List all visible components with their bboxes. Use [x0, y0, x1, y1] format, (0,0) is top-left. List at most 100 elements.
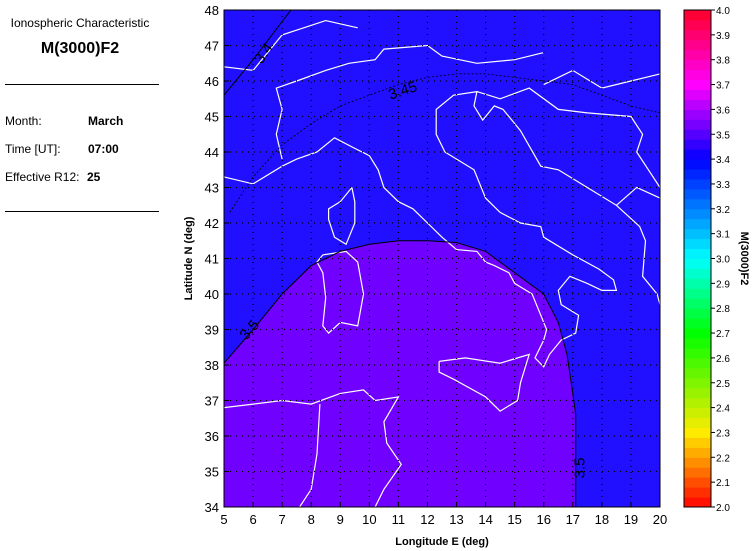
colorbar-tick-label: 2.2 [716, 453, 730, 464]
colorbar-tick-label: 2.7 [716, 329, 730, 340]
month-label: Month: [5, 114, 42, 128]
colorbar-band [684, 457, 711, 468]
y-tick-label: 42 [205, 216, 219, 231]
colorbar-band [684, 427, 711, 438]
divider [5, 211, 159, 212]
y-tick-label: 44 [205, 145, 219, 160]
x-tick-label: 8 [308, 512, 315, 527]
colorbar-tick-label: 3.7 [716, 81, 730, 92]
y-tick-label: 43 [205, 181, 219, 196]
x-tick-label: 14 [478, 512, 492, 527]
coastline [275, 44, 544, 160]
y-tick-label: 41 [205, 252, 219, 267]
y-tick-label: 40 [205, 287, 219, 302]
colorbar-tick-label: 3.5 [716, 130, 730, 141]
colorbar-band [684, 387, 711, 399]
x-tick-label: 16 [536, 512, 550, 527]
coastline [616, 186, 661, 206]
colorbar-tick-label: 3.8 [716, 56, 730, 67]
x-tick-label: 6 [249, 512, 256, 527]
colorbar-band [684, 10, 711, 21]
r12-value: 25 [87, 170, 101, 184]
coastline [438, 353, 531, 412]
colorbar-band [684, 218, 711, 230]
contour-line [223, 240, 577, 507]
month-value: March [88, 114, 124, 128]
colorbar-band [684, 208, 711, 220]
colorbar-band [684, 79, 711, 91]
colorbar-tick-label: 2.3 [716, 428, 730, 439]
x-tick-label: 17 [566, 512, 580, 527]
colorbar-band [684, 89, 711, 100]
colorbar-band [684, 467, 711, 478]
colorbar-band [684, 29, 711, 41]
divider [5, 84, 159, 85]
colorbar-tick-label: 2.5 [716, 379, 730, 390]
contour-label: 3.5 [571, 458, 588, 479]
colorbar-tick-label: 2.1 [716, 478, 730, 489]
time-value: 07:00 [88, 142, 119, 156]
colorbar-band [684, 49, 711, 61]
colorbar-band [684, 377, 711, 389]
colorbar-tick-label: 3.3 [716, 180, 730, 191]
colorbar-band [684, 69, 711, 81]
colorbar-label: M(3000)F2 [738, 232, 750, 286]
colorbar-band [684, 39, 711, 51]
colorbar-tick-label: 2.9 [716, 279, 730, 290]
colorbar-band [684, 298, 711, 309]
y-tick-label: 38 [205, 358, 219, 373]
colorbar-band [684, 497, 711, 508]
colorbar-band [684, 119, 711, 130]
colorbar-tick-label: 3.6 [716, 105, 730, 116]
colorbar-tick-label: 3.1 [716, 230, 730, 241]
colorbar-tick-label: 4.0 [716, 6, 730, 17]
colorbar-band [684, 347, 711, 359]
x-tick-label: 7 [279, 512, 286, 527]
colorbar-band [684, 437, 711, 448]
colorbar-band [684, 278, 711, 289]
colorbar-tick-label: 2.8 [716, 304, 730, 315]
coastline [476, 87, 661, 188]
colorbar-tick-label: 2.4 [716, 404, 730, 415]
x-tick-label: 20 [653, 512, 667, 527]
y-tick-label: 35 [205, 465, 219, 480]
colorbar-band [684, 367, 711, 379]
region-high [224, 240, 576, 508]
colorbar-band [684, 308, 711, 319]
y-tick-label: 46 [205, 74, 219, 89]
y-tick-label: 39 [205, 323, 219, 338]
colorbar-band [684, 447, 711, 458]
colorbar-tick-label: 3.9 [716, 31, 730, 42]
colorbar-band [684, 318, 711, 329]
colorbar-band [684, 258, 711, 269]
coastline [223, 90, 661, 368]
time-label: Time [UT]: [5, 142, 61, 156]
parameter-title: M(3000)F2 [40, 40, 120, 57]
y-tick-label: 45 [205, 110, 219, 125]
x-tick-label: 18 [595, 512, 609, 527]
colorbar-band [684, 139, 711, 150]
colorbar-band [684, 149, 711, 160]
colorbar-tick-label: 2.0 [716, 503, 730, 514]
colorbar-band [684, 268, 711, 279]
colorbar-band [684, 397, 711, 409]
colorbar-band [684, 188, 711, 200]
colorbar-band [684, 248, 711, 259]
y-tick-label: 48 [205, 3, 219, 18]
x-tick-label: 15 [507, 512, 521, 527]
colorbar-band [684, 99, 711, 110]
colorbar-band [684, 328, 711, 339]
y-tick-label: 34 [205, 500, 219, 515]
colorbar-band [684, 169, 711, 180]
colorbar-band [684, 417, 711, 428]
x-tick-label: 5 [220, 512, 227, 527]
colorbar-band [684, 159, 711, 170]
contour-line [229, 73, 661, 213]
colorbar-band [684, 477, 711, 488]
coastline [328, 187, 356, 246]
coastline [316, 250, 365, 334]
colorbar-band [684, 288, 711, 299]
y-axis-label: Latitude N (deg) [183, 216, 195, 300]
colorbar-band [684, 59, 711, 71]
x-tick-label: 13 [449, 512, 463, 527]
